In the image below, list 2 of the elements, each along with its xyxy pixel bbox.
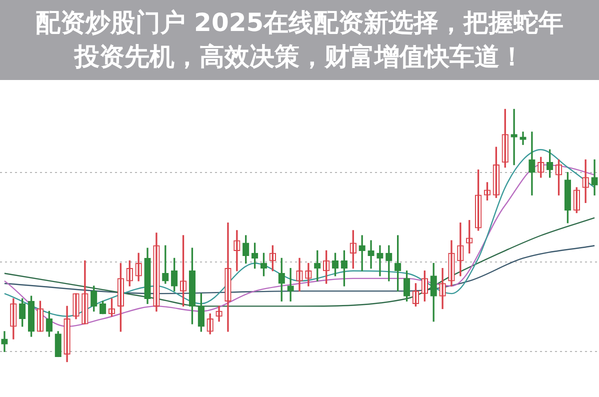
chart-title: 配资炒股门户 2025在线配资新选择，把握蛇年投资先机，高效决策，财富增值快车道！ [34, 7, 565, 73]
title-banner: 配资炒股门户 2025在线配资新选择，把握蛇年投资先机，高效决策，财富增值快车道！ [0, 0, 599, 80]
